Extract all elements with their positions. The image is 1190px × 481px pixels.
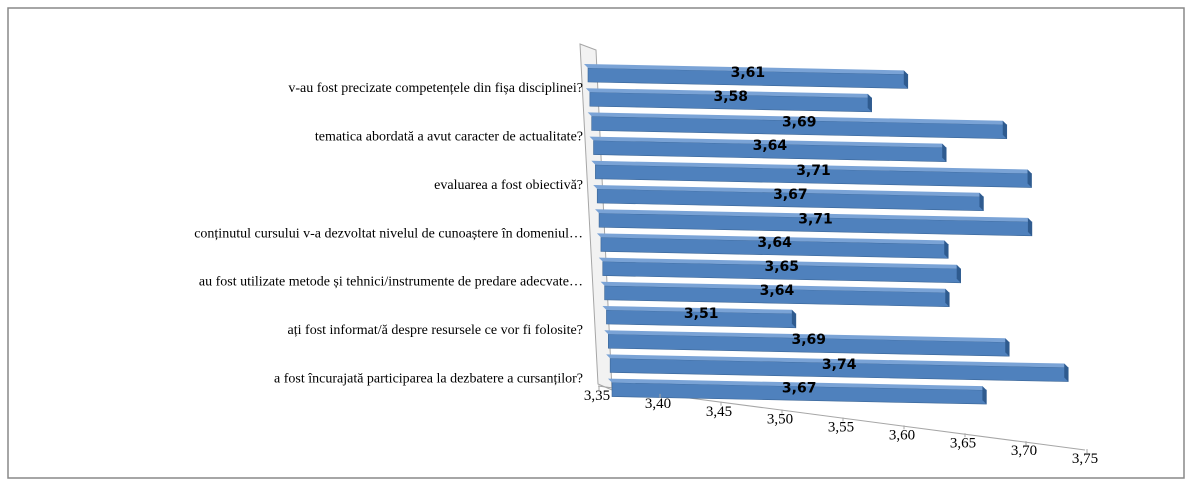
category-label: conținutul cursului v-a dezvoltat nivelu… [194, 226, 583, 241]
bar-end [1005, 338, 1010, 357]
bar-end [979, 192, 984, 211]
value-label: 3,69 [782, 115, 817, 131]
value-label: 3,67 [782, 380, 817, 396]
value-label: 3,64 [760, 283, 795, 299]
value-label: 3,58 [713, 89, 748, 105]
bar-top [606, 354, 1069, 368]
value-label: 3,65 [764, 259, 799, 275]
x-tick-label: 3,60 [889, 427, 915, 443]
bar-end [867, 93, 872, 112]
category-label: tematica abordată a avut caracter de act… [315, 130, 583, 145]
value-label: 3,71 [798, 212, 833, 228]
bar-end [1027, 169, 1032, 188]
bar-end [1027, 217, 1032, 236]
bar-top [593, 185, 984, 197]
category-label: a fost încurajată participarea la dezbat… [274, 372, 583, 387]
value-label: 3,64 [757, 235, 792, 251]
category-label: evaluarea a fost obiectivă? [434, 178, 583, 193]
value-label: 3,61 [731, 65, 766, 81]
category-label: v-au fost precizate competențele din fiș… [288, 81, 583, 96]
x-tick-label: 3,35 [584, 388, 610, 404]
value-label: 3,69 [792, 332, 827, 348]
x-tick-label: 3,75 [1072, 451, 1098, 467]
bar-top [587, 112, 1007, 125]
bar-end [903, 70, 908, 89]
bar-end [945, 288, 950, 307]
x-tick-label: 3,70 [1011, 443, 1037, 459]
bar-top [589, 136, 947, 148]
value-label: 3,74 [822, 357, 857, 373]
x-tick-label: 3,40 [645, 396, 671, 412]
bar-top [598, 257, 961, 269]
bar-end [791, 309, 796, 328]
x-tick-label: 3,65 [950, 435, 976, 451]
value-label: 3,67 [773, 187, 808, 203]
value-label: 3,64 [753, 138, 788, 154]
bar-top [595, 209, 1032, 222]
bar-top [596, 233, 949, 245]
bar-top [585, 88, 872, 98]
bar-top [584, 64, 908, 75]
bar-end [982, 386, 987, 405]
bar-end [942, 143, 947, 162]
category-label: au fost utilizate metode și tehnici/inst… [199, 275, 583, 290]
bar-end [956, 264, 961, 283]
value-label: 3,51 [684, 306, 719, 322]
bar-end [1064, 363, 1069, 382]
bar-top [604, 330, 1010, 343]
bar-end [1002, 120, 1007, 139]
value-label: 3,71 [796, 163, 831, 179]
category-label: ați fost informat/ă despre resursele ce … [288, 323, 583, 338]
x-tick-label: 3,50 [767, 412, 793, 428]
bar-top [602, 306, 796, 314]
bar-top [608, 378, 987, 391]
bar-top [591, 160, 1032, 174]
x-tick-label: 3,55 [828, 420, 854, 436]
bar-end [944, 240, 949, 259]
x-tick-label: 3,45 [706, 404, 732, 420]
bar-top [600, 281, 950, 293]
